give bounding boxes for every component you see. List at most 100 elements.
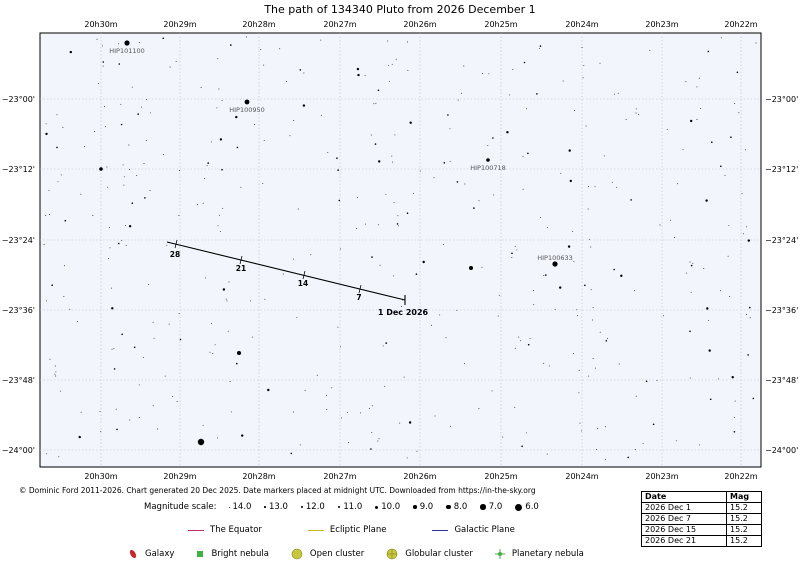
field-star xyxy=(577,315,578,317)
field-star xyxy=(736,71,739,74)
field-star xyxy=(439,314,441,316)
field-star xyxy=(129,168,130,170)
cell-date: 2026 Dec 15 xyxy=(641,524,727,536)
field-star xyxy=(107,186,109,188)
field-star xyxy=(220,230,221,232)
field-star xyxy=(481,73,483,74)
field-star xyxy=(690,264,693,267)
dec-label-right: −24°00' xyxy=(765,446,798,455)
field-star xyxy=(217,58,219,60)
chart-title: The path of 134340 Pluto from 2026 Decem… xyxy=(264,3,536,16)
field-star xyxy=(316,374,318,376)
table-row: 2026 Dec 1 15.2 xyxy=(641,502,762,514)
field-star xyxy=(202,202,204,204)
field-star xyxy=(250,300,252,302)
field-star xyxy=(102,65,104,67)
field-star xyxy=(457,99,459,101)
date-marker-label: 7 xyxy=(356,293,361,302)
table-row: 2026 Dec 15 15.2 xyxy=(641,524,762,536)
field-star xyxy=(703,268,705,270)
field-star xyxy=(364,223,366,225)
field-star xyxy=(592,358,594,359)
field-star xyxy=(162,37,164,40)
field-star xyxy=(207,162,209,164)
field-star xyxy=(492,137,494,139)
field-star xyxy=(326,394,328,396)
field-star xyxy=(746,226,748,228)
dec-label-left: −23°36' xyxy=(2,306,35,315)
field-star xyxy=(449,128,451,130)
field-star xyxy=(128,225,132,228)
dec-label-right: −23°12' xyxy=(765,165,798,174)
field-star xyxy=(689,377,691,379)
field-star xyxy=(218,88,220,90)
field-star xyxy=(590,246,592,248)
field-star xyxy=(675,440,677,442)
field-star xyxy=(749,306,751,309)
field-star xyxy=(548,365,550,367)
field-star xyxy=(54,373,56,375)
field-star xyxy=(77,320,79,322)
field-star xyxy=(752,397,755,400)
field-star xyxy=(540,216,541,218)
field-star xyxy=(738,112,740,114)
field-star xyxy=(56,114,58,116)
field-star xyxy=(378,160,381,163)
field-star xyxy=(102,61,105,63)
ra-label-bottom: 20h26m xyxy=(403,472,436,481)
field-star xyxy=(69,308,71,310)
field-star xyxy=(49,214,50,216)
field-star xyxy=(260,49,262,51)
field-star xyxy=(403,376,405,378)
magnitude-item: 11.0 xyxy=(337,502,362,512)
field-star xyxy=(228,281,230,283)
field-star xyxy=(666,128,668,130)
dec-label-right: −23°36' xyxy=(765,306,798,315)
field-star xyxy=(690,119,693,123)
field-star xyxy=(290,452,293,455)
field-star xyxy=(587,186,589,187)
field-star xyxy=(293,258,294,260)
field-star xyxy=(58,456,60,458)
field-star xyxy=(80,193,82,195)
path-tick xyxy=(174,239,178,249)
field-star xyxy=(606,338,608,339)
field-star xyxy=(111,287,113,289)
field-star xyxy=(731,376,734,379)
field-star xyxy=(487,144,489,146)
field-star xyxy=(729,296,731,297)
field-star xyxy=(101,45,103,47)
star-label: HIP100718 xyxy=(470,164,506,172)
field-star xyxy=(617,92,619,94)
field-star xyxy=(346,411,348,413)
path-tick xyxy=(302,270,306,280)
field-star xyxy=(734,400,736,402)
field-star xyxy=(116,428,118,431)
field-star xyxy=(293,411,295,413)
field-star xyxy=(166,244,168,246)
field-star xyxy=(331,387,333,389)
legend-planetary-nebula: Planetary nebula xyxy=(494,549,584,559)
magnitude-item: 13.0 xyxy=(264,502,288,512)
field-star xyxy=(152,405,154,407)
field-star xyxy=(136,175,138,177)
field-star xyxy=(113,368,116,370)
field-star xyxy=(692,262,694,264)
table-header-row: Date Mag xyxy=(641,491,762,503)
field-star xyxy=(709,398,712,401)
field-star xyxy=(236,362,238,365)
cell-mag: 15.2 xyxy=(726,513,762,525)
field-star xyxy=(706,307,709,310)
field-star xyxy=(385,342,388,344)
field-star xyxy=(625,119,627,121)
coordinate-grid xyxy=(40,33,761,467)
field-star xyxy=(718,378,719,380)
field-star xyxy=(696,119,698,120)
field-star xyxy=(222,207,224,209)
field-star xyxy=(733,417,735,419)
field-star xyxy=(230,44,232,46)
field-star xyxy=(391,161,393,163)
field-star xyxy=(45,123,47,125)
field-star xyxy=(734,103,736,105)
field-star xyxy=(340,346,342,348)
